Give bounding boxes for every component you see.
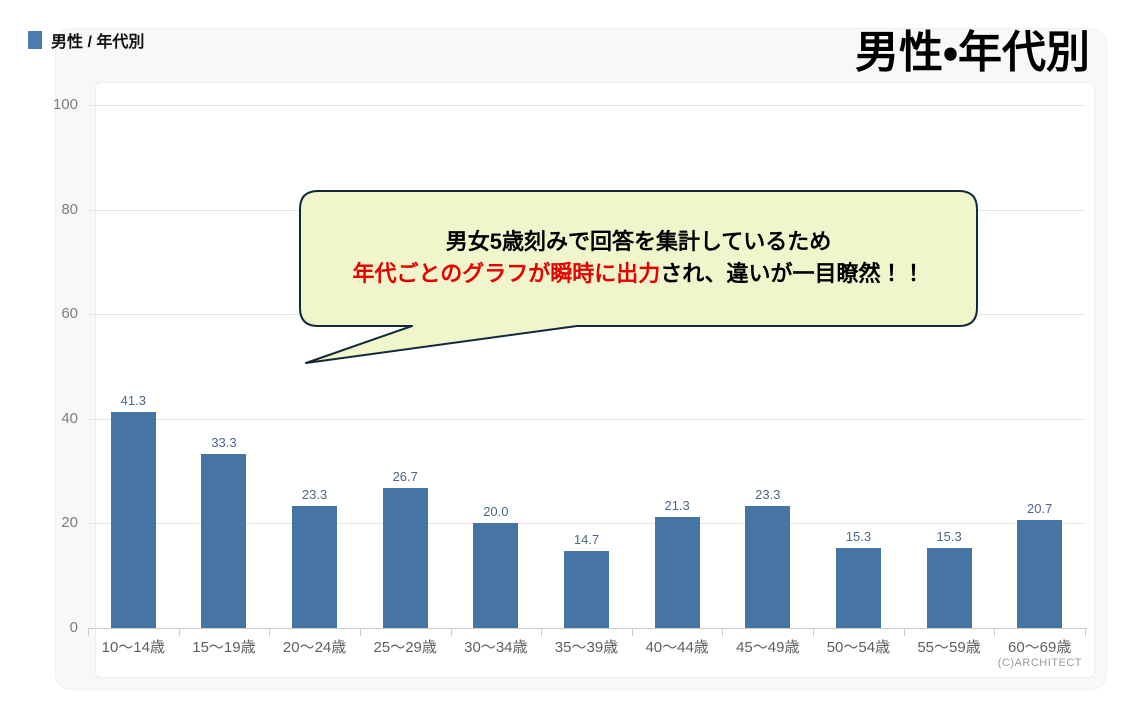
bar [1017, 519, 1063, 628]
callout-text: 男女5歳刻みで回答を集計しているため 年代ごとのグラフが瞬時に出力され、違いが一… [300, 193, 977, 323]
y-gridline [88, 105, 1085, 106]
x-axis-tick [1085, 629, 1086, 636]
x-axis-tick [631, 629, 633, 636]
bar [382, 488, 428, 628]
x-axis-tick [269, 629, 271, 636]
callout-line-1: 男女5歳刻みで回答を集計しているため [445, 229, 832, 254]
bar [654, 516, 700, 628]
x-axis-label: 20〜24歳 [282, 639, 347, 656]
y-axis-label: 0 [69, 619, 78, 636]
y-gridline [88, 418, 1085, 420]
bar-value-label: 14.7 [573, 532, 600, 548]
bar [473, 523, 519, 628]
bar-value-label: 20.7 [1027, 500, 1053, 516]
x-axis-tick [359, 629, 361, 636]
chart-header-label: 男性 / 年代別 [51, 34, 145, 51]
bar-value-label: 41.3 [120, 393, 146, 408]
callout-normal-text: され、違いが一目瞭然！！ [660, 261, 925, 286]
bar [110, 412, 156, 628]
bar [926, 547, 972, 628]
x-axis-label: 15〜19歳 [192, 639, 256, 656]
bar [201, 453, 247, 628]
bar-value-label: 15.3 [845, 528, 872, 544]
y-gridline [88, 523, 1085, 525]
x-axis-tick [994, 629, 996, 636]
x-axis-tick [541, 629, 543, 636]
bar-value-label: 21.3 [664, 497, 690, 513]
copyright-label: (C)ARCHITECT [997, 657, 1082, 669]
x-axis-label: 40〜44歳 [645, 639, 709, 656]
y-axis-label: 20 [61, 514, 78, 532]
y-axis-label: 40 [61, 409, 78, 427]
x-axis-label: 35〜39歳 [554, 639, 619, 656]
x-axis-line [88, 628, 1087, 629]
bar-value-label: 20.0 [483, 504, 509, 520]
callout-highlight-text: 年代ごとのグラフが瞬時に出力 [352, 261, 661, 286]
callout-line-2: 年代ごとのグラフが瞬時に出力され、違いが一目瞭然！！ [352, 258, 924, 290]
x-axis-tick [450, 629, 452, 636]
chart-header: 男性 / 年代別 [28, 29, 144, 51]
bar [835, 547, 881, 628]
x-axis-label: 45〜49歳 [736, 639, 800, 656]
bar [292, 506, 338, 628]
bar-value-label: 15.3 [936, 528, 962, 544]
bar [564, 551, 609, 628]
x-axis-label: 30〜34歳 [464, 639, 528, 656]
x-axis-tick [178, 629, 180, 636]
y-axis-label: 80 [61, 200, 78, 218]
x-axis-tick [903, 629, 905, 636]
bar-value-label: 23.3 [755, 487, 781, 503]
x-axis-label: 25〜29歳 [373, 639, 437, 656]
bar [745, 506, 791, 628]
page-title: 男性・年代別 [855, 28, 1090, 77]
bar-value-label: 26.7 [392, 469, 418, 485]
x-axis-label: 10〜14歳 [101, 639, 165, 656]
y-axis-label: 100 [52, 96, 78, 113]
x-axis-label: 55〜59歳 [917, 639, 981, 656]
x-axis-tick [88, 629, 89, 636]
x-axis-tick [813, 629, 815, 636]
x-axis-label: 60〜69歳 [1007, 639, 1072, 656]
bar-value-label: 33.3 [211, 434, 237, 450]
bar-value-label: 23.3 [301, 487, 328, 503]
x-axis-label: 50〜54歳 [826, 639, 891, 656]
y-axis-label: 60 [61, 305, 78, 323]
x-axis-tick [722, 629, 724, 636]
legend-square-icon [28, 31, 42, 49]
